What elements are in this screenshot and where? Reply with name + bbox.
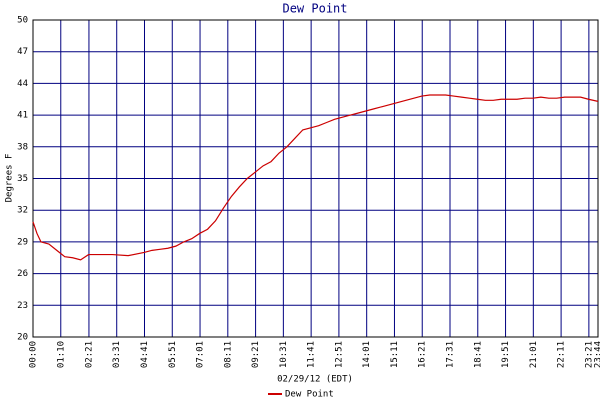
x-tick-label: 19:51 [501,341,511,368]
y-tick-label: 50 [17,16,28,26]
x-tick-label: 23:44 [594,341,600,368]
x-tick-label: 01:10 [56,341,66,368]
x-tick-label: 10:31 [279,341,289,368]
x-tick-label: 14:01 [362,341,372,368]
x-tick-label: 18:41 [473,341,483,368]
y-tick-label: 44 [17,79,28,89]
y-tick-label: 29 [17,237,28,247]
x-tick-label: 07:01 [196,341,206,368]
x-tick-label: 17:31 [446,341,456,368]
chart-title: Dew Point [282,2,347,16]
x-tick-label: 04:41 [140,341,150,368]
x-tick-label: 21:01 [529,341,539,368]
y-tick-label: 20 [17,333,28,343]
x-tick-label: 22:11 [557,341,567,368]
x-tick-label: 03:31 [112,341,122,368]
y-tick-label: 41 [17,111,28,121]
y-tick-label: 23 [17,301,28,311]
y-tick-label: 26 [17,269,28,279]
x-tick-label: 23:21 [584,341,594,368]
y-axis-label: Degrees F [5,154,15,203]
x-tick-label: 12:51 [334,341,344,368]
x-tick-label: 11:41 [307,341,317,368]
x-tick-label: 00:00 [29,341,39,368]
series-line [32,94,599,261]
x-tick-label: 15:11 [390,341,400,368]
x-tick-label: 08:11 [223,341,233,368]
plot-border [32,19,599,338]
legend-label: Dew Point [285,390,334,400]
x-tick-label: 09:21 [251,341,261,368]
x-axis-label: 02/29/12 (EDT) [277,375,353,385]
y-tick-label: 32 [17,206,28,216]
y-tick-label: 35 [17,174,28,184]
x-tick-label: 02:21 [84,341,94,368]
y-tick-label: 47 [17,47,28,57]
y-tick-label: 38 [17,142,28,152]
x-tick-label: 05:51 [168,341,178,368]
x-tick-label: 16:21 [418,341,428,368]
